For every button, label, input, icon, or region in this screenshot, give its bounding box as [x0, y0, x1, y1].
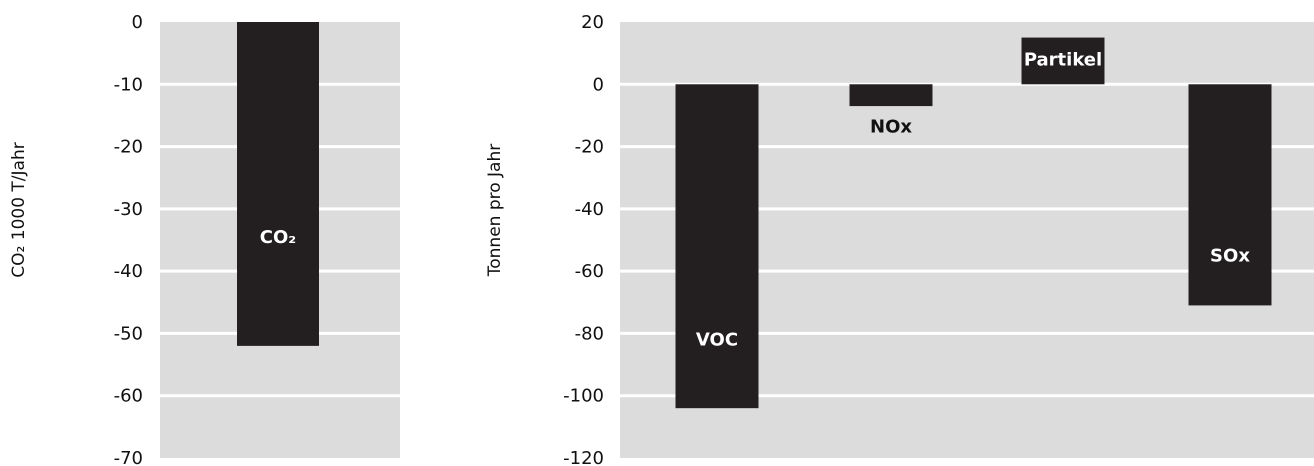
y-tick-label: -60	[114, 386, 143, 407]
y-tick-label: -20	[114, 137, 143, 158]
y-tick-label: -100	[563, 386, 604, 407]
bar-sox	[1188, 84, 1272, 306]
y-axis-label: CO₂ 1000 T/Jahr	[9, 142, 29, 277]
bar-voc	[675, 84, 759, 409]
y-tick-label: -40	[575, 199, 604, 220]
bar-label: Partikel	[1024, 49, 1102, 70]
bar-nox	[849, 84, 933, 107]
y-tick-label: 0	[132, 12, 143, 33]
bar-label: CO₂	[260, 227, 296, 248]
y-tick-label: -80	[575, 323, 604, 344]
chart-panel-2: 20 0 -20 -40 -60 -80 -100 -120 Tonnen pro Jahr VO…	[485, 12, 1314, 466]
bar-partikel	[1021, 37, 1105, 85]
chart-panel-1: 0 -10 -20 -30 -40 -50 -60 -70 CO₂ 1000 T/Jahr CO₂	[9, 12, 400, 466]
y-tick-label: 20	[581, 12, 604, 33]
bar-co	[237, 22, 319, 346]
y-tick-label: 0	[593, 74, 604, 95]
y-tick-label: -60	[575, 261, 604, 282]
bar-label: VOC	[696, 330, 738, 351]
bar-label: SOx	[1210, 246, 1250, 267]
y-tick-label: -120	[563, 448, 604, 466]
y-tick-label: -50	[114, 323, 143, 344]
y-tick-label: -10	[114, 74, 143, 95]
y-tick-label: -40	[114, 261, 143, 282]
y-tick-label: -20	[575, 137, 604, 158]
y-tick-label: -70	[114, 448, 143, 466]
bar-label: NOx	[870, 116, 912, 137]
y-axis-label: Tonnen pro Jahr	[485, 144, 505, 278]
y-tick-label: -30	[114, 199, 143, 220]
